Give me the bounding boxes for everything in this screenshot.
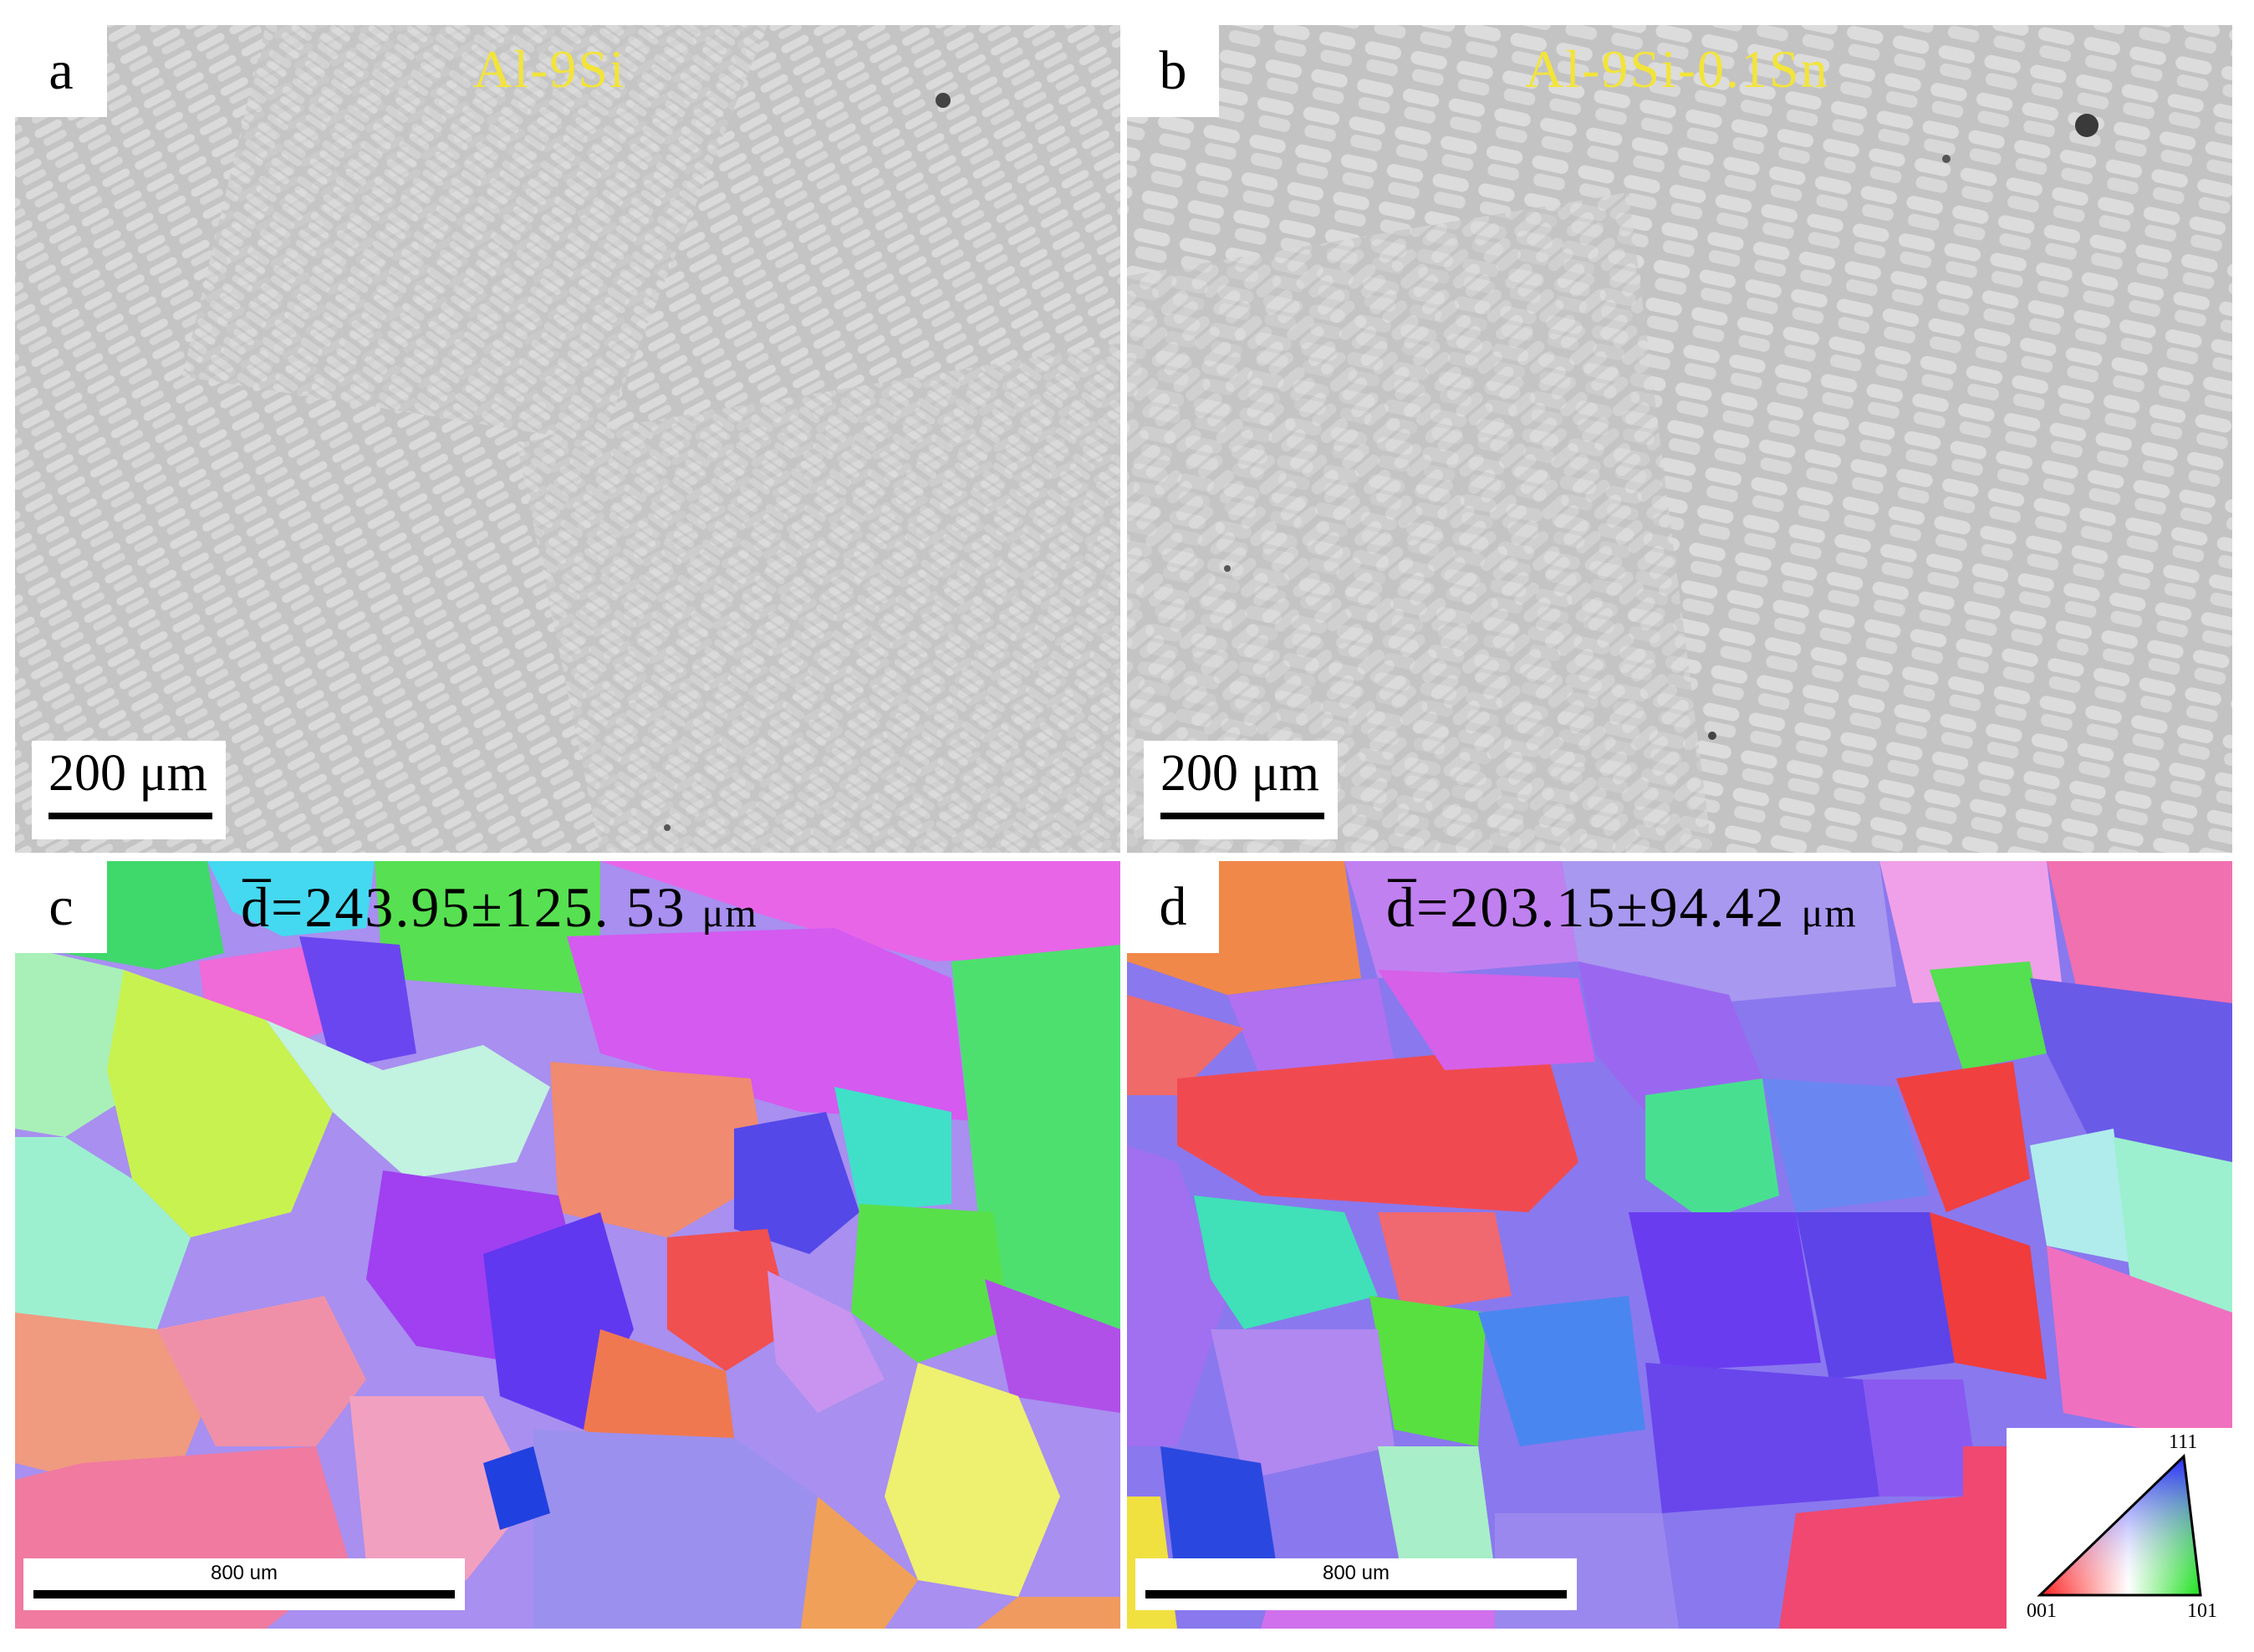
micrograph-image-a [15,25,1120,853]
micrograph-panel-b: b Al-9Si-0.1Sn 200 μm [1127,25,2232,853]
panel-label-c: c [15,861,107,953]
scale-bar-d: 800 um [1135,1558,1577,1610]
grain-size-label-c: d̅=243.95±125. 53 μm [241,874,758,941]
scale-bar-label-b: 200 μm [1160,745,1319,802]
panel-label-b: b [1127,25,1219,117]
scale-bar-line-b [1160,813,1324,819]
scale-bar-c: 800 um [23,1558,465,1610]
scale-bar-label-d: 800 um [1322,1562,1390,1584]
panel-label-a: a [15,25,107,117]
micrograph-panel-a: a Al-9Si 200 μm [15,25,1120,853]
alloy-label-b: Al-9Si-0.1Sn [1525,39,1829,99]
scale-bar-line-c [33,1590,455,1598]
scale-bar-b: 200 μm [1144,741,1338,839]
ebsd-panel-c: c d̅=243.95±125. 53 μm 800 um [15,861,1120,1629]
scale-bar-line-a [48,813,212,819]
grain-size-symbol-d: d̅ [1386,875,1416,939]
ipf-label-111: 111 [2169,1431,2198,1453]
grain-size-value-c: =243.95±125. 53 [271,875,702,939]
scale-bar-line-d [1145,1590,1567,1598]
grain-size-label-d: d̅=203.15±94.42 μm [1386,874,1858,941]
ebsd-panel-d: d d̅=203.15±94.42 μm 800 um 111 [1127,861,2232,1629]
ipf-label-101: 101 [2187,1600,2217,1622]
scale-bar-a: 200 μm [32,741,226,839]
scale-bar-label-a: 200 μm [48,745,207,802]
ebsd-map-c [15,861,1120,1629]
alloy-label-a: Al-9Si [473,39,626,99]
grain-size-value-d: =203.15±94.42 [1416,875,1802,939]
grain-size-unit-d: μm [1801,891,1858,936]
micrograph-image-b [1127,25,2232,853]
ebsd-map-d [1127,861,2232,1629]
ipf-color-legend: 111 001 101 [2007,1428,2232,1629]
grain-size-symbol-c: d̅ [241,875,271,939]
grain-size-unit-c: μm [701,891,758,936]
ipf-label-001: 001 [2027,1600,2057,1622]
panel-label-d: d [1127,861,1219,953]
ipf-triangle-icon [2037,1453,2202,1597]
scale-bar-label-c: 800 um [210,1562,278,1584]
